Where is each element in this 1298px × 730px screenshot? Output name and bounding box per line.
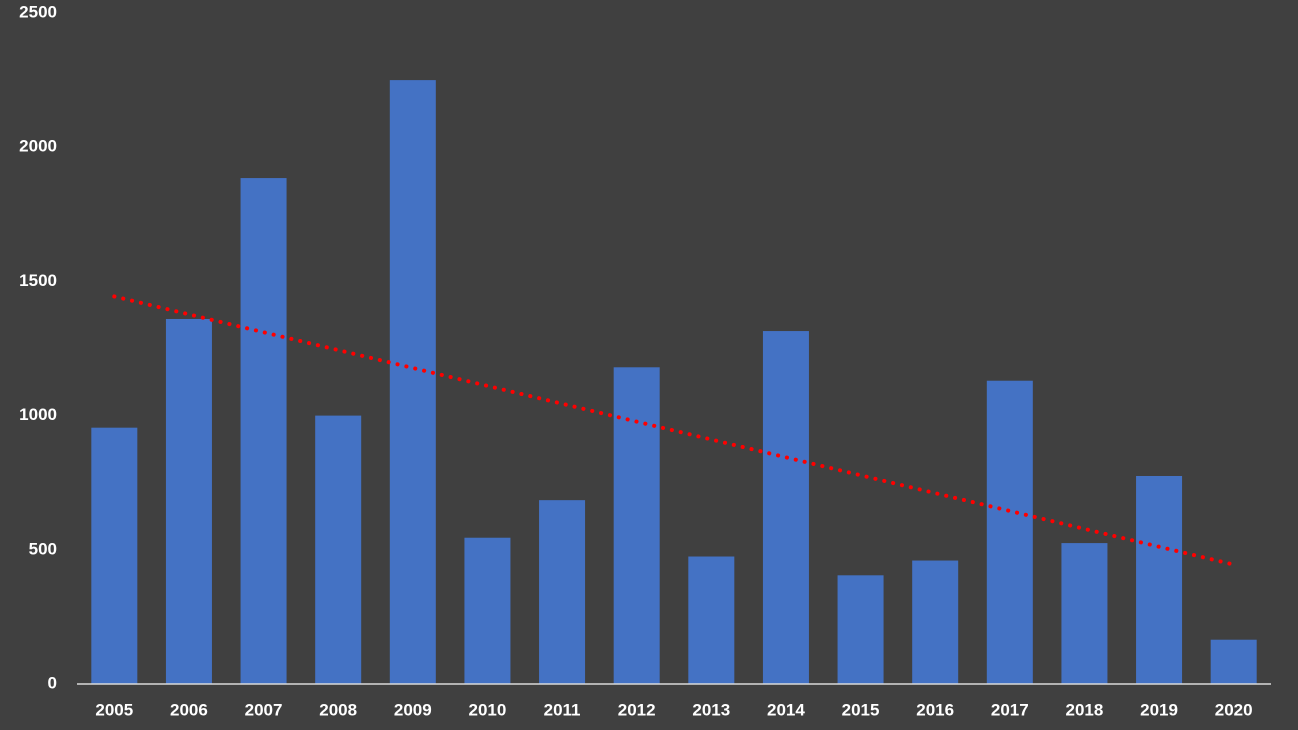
bar bbox=[464, 537, 511, 684]
x-tick-label: 2018 bbox=[1066, 700, 1104, 719]
bar bbox=[1210, 639, 1257, 684]
x-tick-label: 2006 bbox=[170, 700, 208, 719]
x-tick-label: 2015 bbox=[842, 700, 880, 719]
bar bbox=[240, 178, 287, 685]
bar bbox=[315, 415, 362, 684]
x-tick-label: 2007 bbox=[245, 700, 283, 719]
x-tick-label: 2005 bbox=[95, 700, 133, 719]
x-tick-label: 2009 bbox=[394, 700, 432, 719]
y-tick-label: 2500 bbox=[19, 2, 57, 21]
bar bbox=[912, 560, 959, 684]
y-tick-label: 1000 bbox=[19, 405, 57, 424]
y-tick-label: 1500 bbox=[19, 271, 57, 290]
bar bbox=[165, 318, 212, 684]
x-tick-label: 2017 bbox=[991, 700, 1029, 719]
bar bbox=[1061, 543, 1108, 684]
y-tick-label: 0 bbox=[48, 673, 57, 692]
bar bbox=[986, 380, 1033, 684]
bar bbox=[539, 500, 586, 684]
y-tick-label: 2000 bbox=[19, 137, 57, 156]
x-tick-label: 2013 bbox=[692, 700, 730, 719]
bar bbox=[1136, 475, 1183, 684]
bar bbox=[762, 331, 809, 684]
bar bbox=[837, 575, 884, 684]
x-tick-label: 2020 bbox=[1215, 700, 1253, 719]
x-tick-label: 2014 bbox=[767, 700, 805, 719]
bar bbox=[389, 80, 436, 685]
bar bbox=[613, 367, 660, 684]
x-tick-label: 2012 bbox=[618, 700, 656, 719]
bar bbox=[688, 556, 735, 684]
y-tick-label: 500 bbox=[29, 539, 57, 558]
x-tick-label: 2019 bbox=[1140, 700, 1178, 719]
x-tick-label: 2008 bbox=[319, 700, 357, 719]
trend-line bbox=[112, 294, 1236, 567]
x-tick-label: 2016 bbox=[916, 700, 954, 719]
x-tick-label: 2010 bbox=[469, 700, 507, 719]
bar bbox=[91, 427, 138, 684]
x-tick-label: 2011 bbox=[544, 700, 581, 719]
